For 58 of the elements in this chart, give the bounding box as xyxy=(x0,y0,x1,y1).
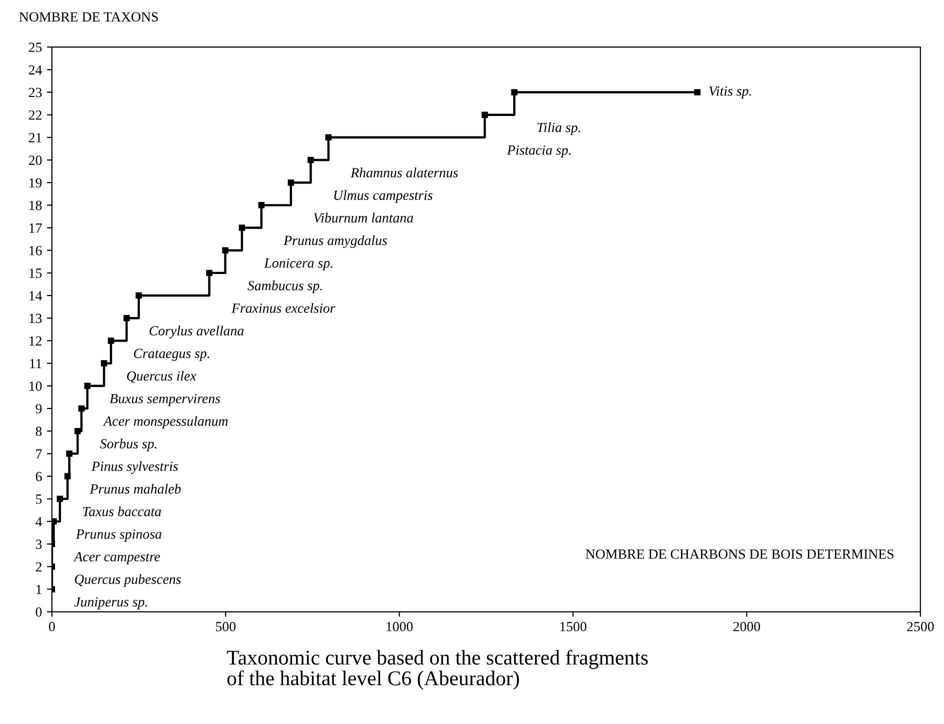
x-tick-label: 2000 xyxy=(733,622,760,632)
x-tick-label: 1500 xyxy=(560,622,586,632)
y-tick-label: 16 xyxy=(30,246,42,256)
y-tick-label: 18 xyxy=(30,200,42,210)
annotation: Sambucus sp. xyxy=(248,280,322,294)
y-tick-label: 12 xyxy=(30,336,42,346)
annotation: Prunus mahaleb xyxy=(90,484,181,494)
y-tick-label: 1 xyxy=(36,584,42,594)
y-tick-label: 7 xyxy=(36,449,42,458)
y-axis-title: NOMBRE DE TAXONS xyxy=(19,12,158,22)
annotation: Fraxinus excelsior xyxy=(231,303,336,313)
y-tick-label: 13 xyxy=(30,314,42,324)
y-tick-label: 19 xyxy=(30,178,42,188)
y-tick-label: 23 xyxy=(28,88,42,98)
x-tick-label: 1000 xyxy=(386,622,413,632)
annotation: Lonicera sp. xyxy=(264,258,332,271)
y-tick-label: 8 xyxy=(36,426,42,436)
x-axis-title: NOMBRE DE CHARBONS DE BOIS DETERMINES xyxy=(586,549,894,559)
y-tick-label: 6 xyxy=(36,472,42,482)
annotation: Sorbus sp. xyxy=(100,438,156,452)
y-tick-label: 17 xyxy=(30,223,42,233)
y-tick-label: 9 xyxy=(36,404,42,414)
annotation: Tilia sp. xyxy=(537,122,580,136)
annotation: Juniperus sp. xyxy=(74,597,147,610)
x-tick-label: 2500 xyxy=(907,622,934,632)
y-tick-label: 15 xyxy=(30,268,42,278)
annotation: Vitis sp. xyxy=(709,86,751,99)
y-tick-label: 20 xyxy=(28,156,42,165)
y-tick-label: 24 xyxy=(28,65,42,74)
annotation: Prunus spinosa xyxy=(76,529,162,542)
annotation: Acer monspessulanum xyxy=(102,416,228,429)
annotation: Crataegus sp. xyxy=(134,348,210,361)
annotation: Corylus avellana xyxy=(150,326,244,338)
y-tick-label: 14 xyxy=(30,291,42,300)
y-tick-label: 4 xyxy=(36,517,42,526)
annotation: Taxus baccata xyxy=(83,506,161,516)
annotation: Acer campestre xyxy=(73,552,160,564)
annotation: Rhamnus alaternus xyxy=(350,168,458,178)
x-tick-label: 0 xyxy=(48,622,55,632)
annotation: Buxus sempervirens xyxy=(110,394,220,406)
annotation: Viburnum lantana xyxy=(314,212,414,223)
y-tick-label: 0 xyxy=(36,607,42,617)
annotation: Prunus amygdalus xyxy=(284,235,387,248)
y-tick-label: 22 xyxy=(28,110,42,120)
annotation: Quercus pubescens xyxy=(74,574,181,587)
y-tick-label: 21 xyxy=(28,133,42,142)
text: Taxonomic curve based on the scattered fragments of the habitat level C6 (Abeurador) xyxy=(226,650,648,690)
annotation: Ulmus campestris xyxy=(334,190,432,203)
y-tick-label: 5 xyxy=(36,494,42,504)
x-tick-label: 500 xyxy=(216,622,236,632)
y-tick-label: 10 xyxy=(30,381,42,391)
y-tick-label: 3 xyxy=(36,540,42,549)
annotation: Pistacia sp. xyxy=(506,145,571,158)
y-tick-label: 2 xyxy=(36,562,42,572)
annotation: Quercus ilex xyxy=(127,370,196,383)
y-tick-label: 25 xyxy=(28,42,42,52)
annotation: Pinus sylvestris xyxy=(91,461,178,474)
y-tick-label: 11 xyxy=(30,358,42,368)
